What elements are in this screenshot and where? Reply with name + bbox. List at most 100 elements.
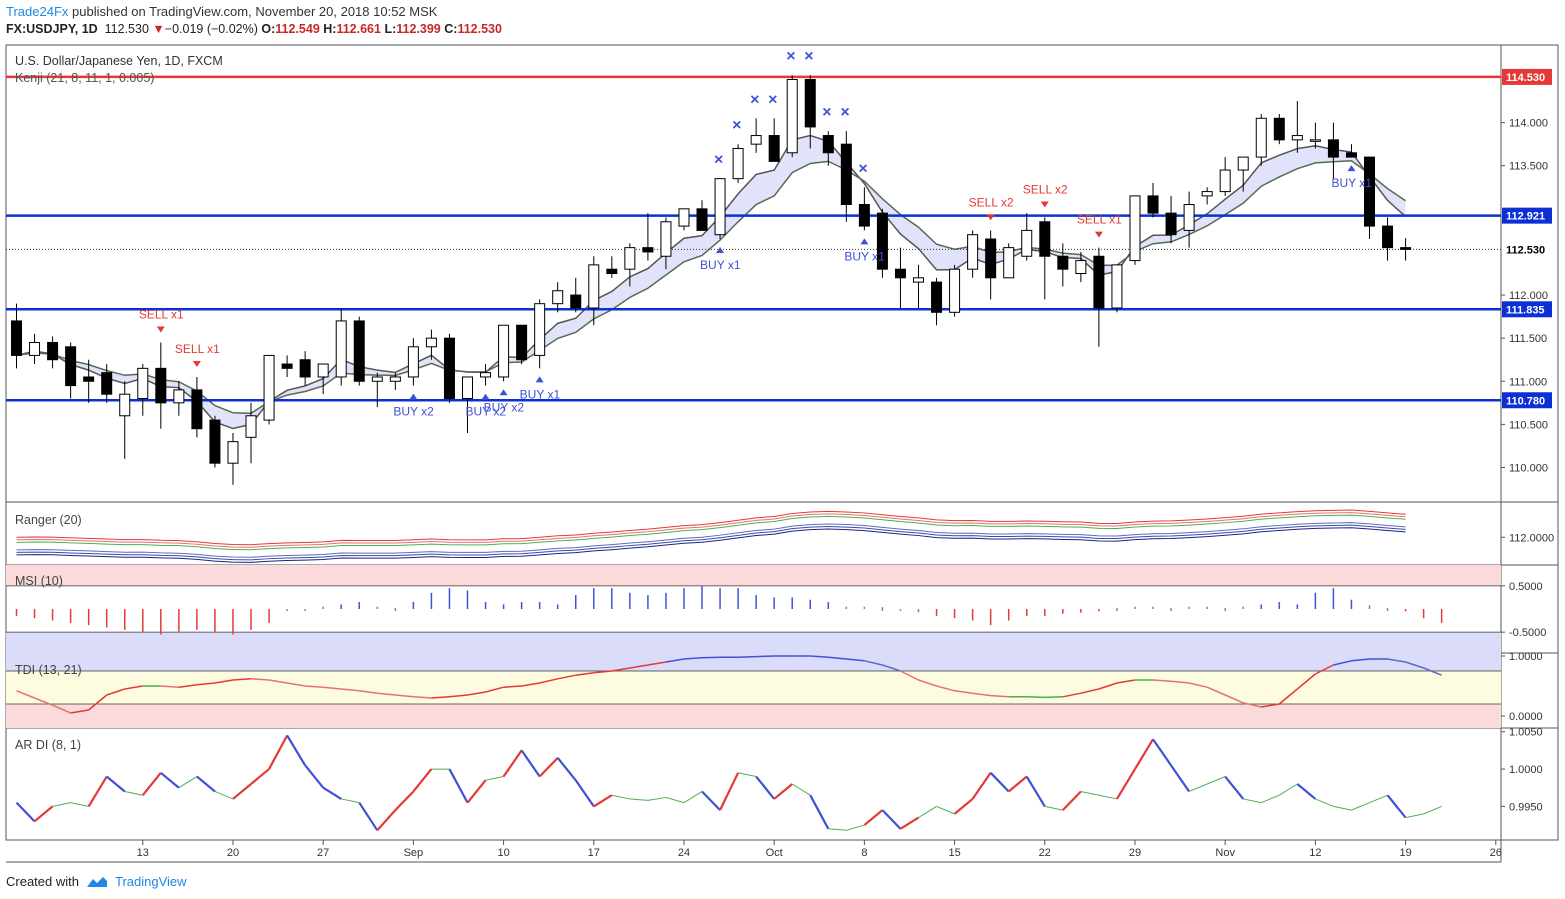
sell-arrow-icon	[986, 214, 995, 221]
candle-body	[65, 346, 77, 387]
x-tick-label-5: 17	[588, 847, 600, 859]
ardi-line-segment	[701, 790, 721, 811]
y-tick-label-5: 113.500	[1509, 161, 1548, 173]
x-mark-icon: ×	[786, 48, 795, 65]
sell-signal-label: SELL x2	[969, 195, 1014, 209]
tdi-line-segment	[828, 656, 847, 660]
ardi-line-segment	[286, 734, 307, 766]
ardi-line-segment	[1351, 802, 1370, 811]
x-tick-label-0: 13	[137, 847, 149, 859]
pane-border-1	[5, 501, 1559, 566]
tdi-line-segment	[70, 709, 89, 714]
main-chart-title: U.S. Dollar/Japanese Yen, 1D, FXCM	[15, 54, 223, 68]
candle-body	[858, 204, 870, 227]
ranger-band-5	[16, 527, 1406, 563]
candle-body	[119, 393, 131, 417]
tdi-line-segment	[431, 696, 450, 699]
ardi-line-segment	[1152, 738, 1172, 766]
ardi-line-segment	[268, 734, 289, 770]
tdi-line-segment	[214, 679, 234, 684]
candle-body	[967, 234, 979, 270]
sell-signal-label: SELL x1	[1077, 213, 1122, 227]
low-value: 112.399	[396, 22, 441, 36]
y-tick-label-1: 110.500	[1509, 419, 1548, 431]
level-label-3: 110.780	[1506, 395, 1545, 407]
tradingview-link[interactable]: TradingView	[114, 874, 187, 889]
tdi-line-segment	[503, 685, 522, 688]
ranger-band-4	[16, 524, 1406, 561]
x-tick-label-8: 8	[861, 847, 867, 859]
candle-body	[245, 415, 257, 438]
ardi-line-segment	[971, 772, 992, 800]
candle-body	[1291, 135, 1303, 141]
x-tick-label-3: Sep	[404, 847, 424, 859]
ardi-line-segment	[105, 775, 126, 793]
tdi-line-segment	[1080, 688, 1100, 694]
kenji-slow-line	[16, 160, 1406, 415]
candle-body	[949, 268, 961, 313]
candle-body	[696, 208, 708, 231]
candle-body	[335, 320, 347, 378]
ardi-line-segment	[1062, 790, 1082, 811]
high-label: H:	[323, 22, 337, 36]
ardi-line-segment	[520, 749, 541, 778]
candle-body	[931, 281, 943, 313]
candle-body	[1364, 156, 1375, 227]
candle-body	[750, 135, 762, 145]
ardi-line-segment	[1423, 805, 1442, 815]
ardi-line-segment	[485, 776, 504, 781]
candle-body	[1273, 117, 1285, 141]
candle-body	[1237, 156, 1249, 171]
candle-body	[894, 268, 906, 279]
ardi-line-segment	[214, 791, 234, 800]
y-tick-label-4: 112.000	[1509, 290, 1548, 302]
tdi-line-segment	[232, 678, 252, 681]
candle-body	[876, 212, 888, 270]
candle-body	[443, 337, 455, 400]
tdi-line-segment	[972, 692, 991, 697]
open-label: O:	[261, 22, 276, 36]
tdi-line-segment	[738, 655, 757, 658]
ardi-line-segment	[52, 802, 71, 807]
candle-body	[570, 294, 582, 309]
x-mark-icon: ×	[732, 117, 741, 134]
candle-body	[1021, 229, 1033, 257]
price-change: −0.019 (−0.02%)	[164, 22, 258, 36]
tdi-line-segment	[539, 678, 558, 684]
sell-signal-label: SELL x2	[1023, 182, 1068, 196]
sell-signal-label: SELL x1	[139, 307, 184, 321]
publisher-link[interactable]: Trade24Fx	[6, 4, 69, 19]
tdi-line-segment	[359, 690, 378, 694]
x-tick-label-9: 15	[948, 847, 960, 859]
ardi-line-segment	[70, 802, 89, 807]
tdi-line-segment	[701, 656, 721, 659]
tdi-line-segment	[34, 697, 53, 706]
tdi-line-segment	[286, 682, 306, 687]
level-label-2: 111.835	[1506, 304, 1545, 316]
x-tick-label-2: 27	[317, 847, 329, 859]
ardi-line-segment	[936, 805, 955, 815]
tdi-line-segment	[846, 658, 865, 662]
msi-lower-zone	[6, 632, 1501, 653]
tdi-line-segment	[449, 694, 468, 698]
sell-arrow-icon	[1040, 201, 1049, 208]
tdi-line-segment	[178, 684, 197, 688]
candle-body	[281, 363, 293, 369]
ardi-line-segment	[574, 779, 595, 808]
ardi-line-segment	[1369, 794, 1388, 804]
ardi-line-segment	[863, 809, 884, 826]
candle-body	[83, 376, 95, 382]
ardi-line-segment	[593, 794, 613, 808]
tdi-line-segment	[936, 685, 955, 692]
buy-signal-label: BUY x1	[844, 249, 885, 263]
last-price-tag	[1502, 241, 1552, 258]
tdi-line-segment	[395, 694, 414, 698]
ardi-line-segment	[322, 786, 342, 800]
candle-body	[913, 277, 924, 283]
candle-body	[552, 290, 564, 305]
candle-body	[534, 303, 546, 356]
ardi-line-segment	[178, 776, 198, 789]
candle-body	[209, 419, 221, 464]
x-tick-label-4: 10	[497, 847, 509, 859]
